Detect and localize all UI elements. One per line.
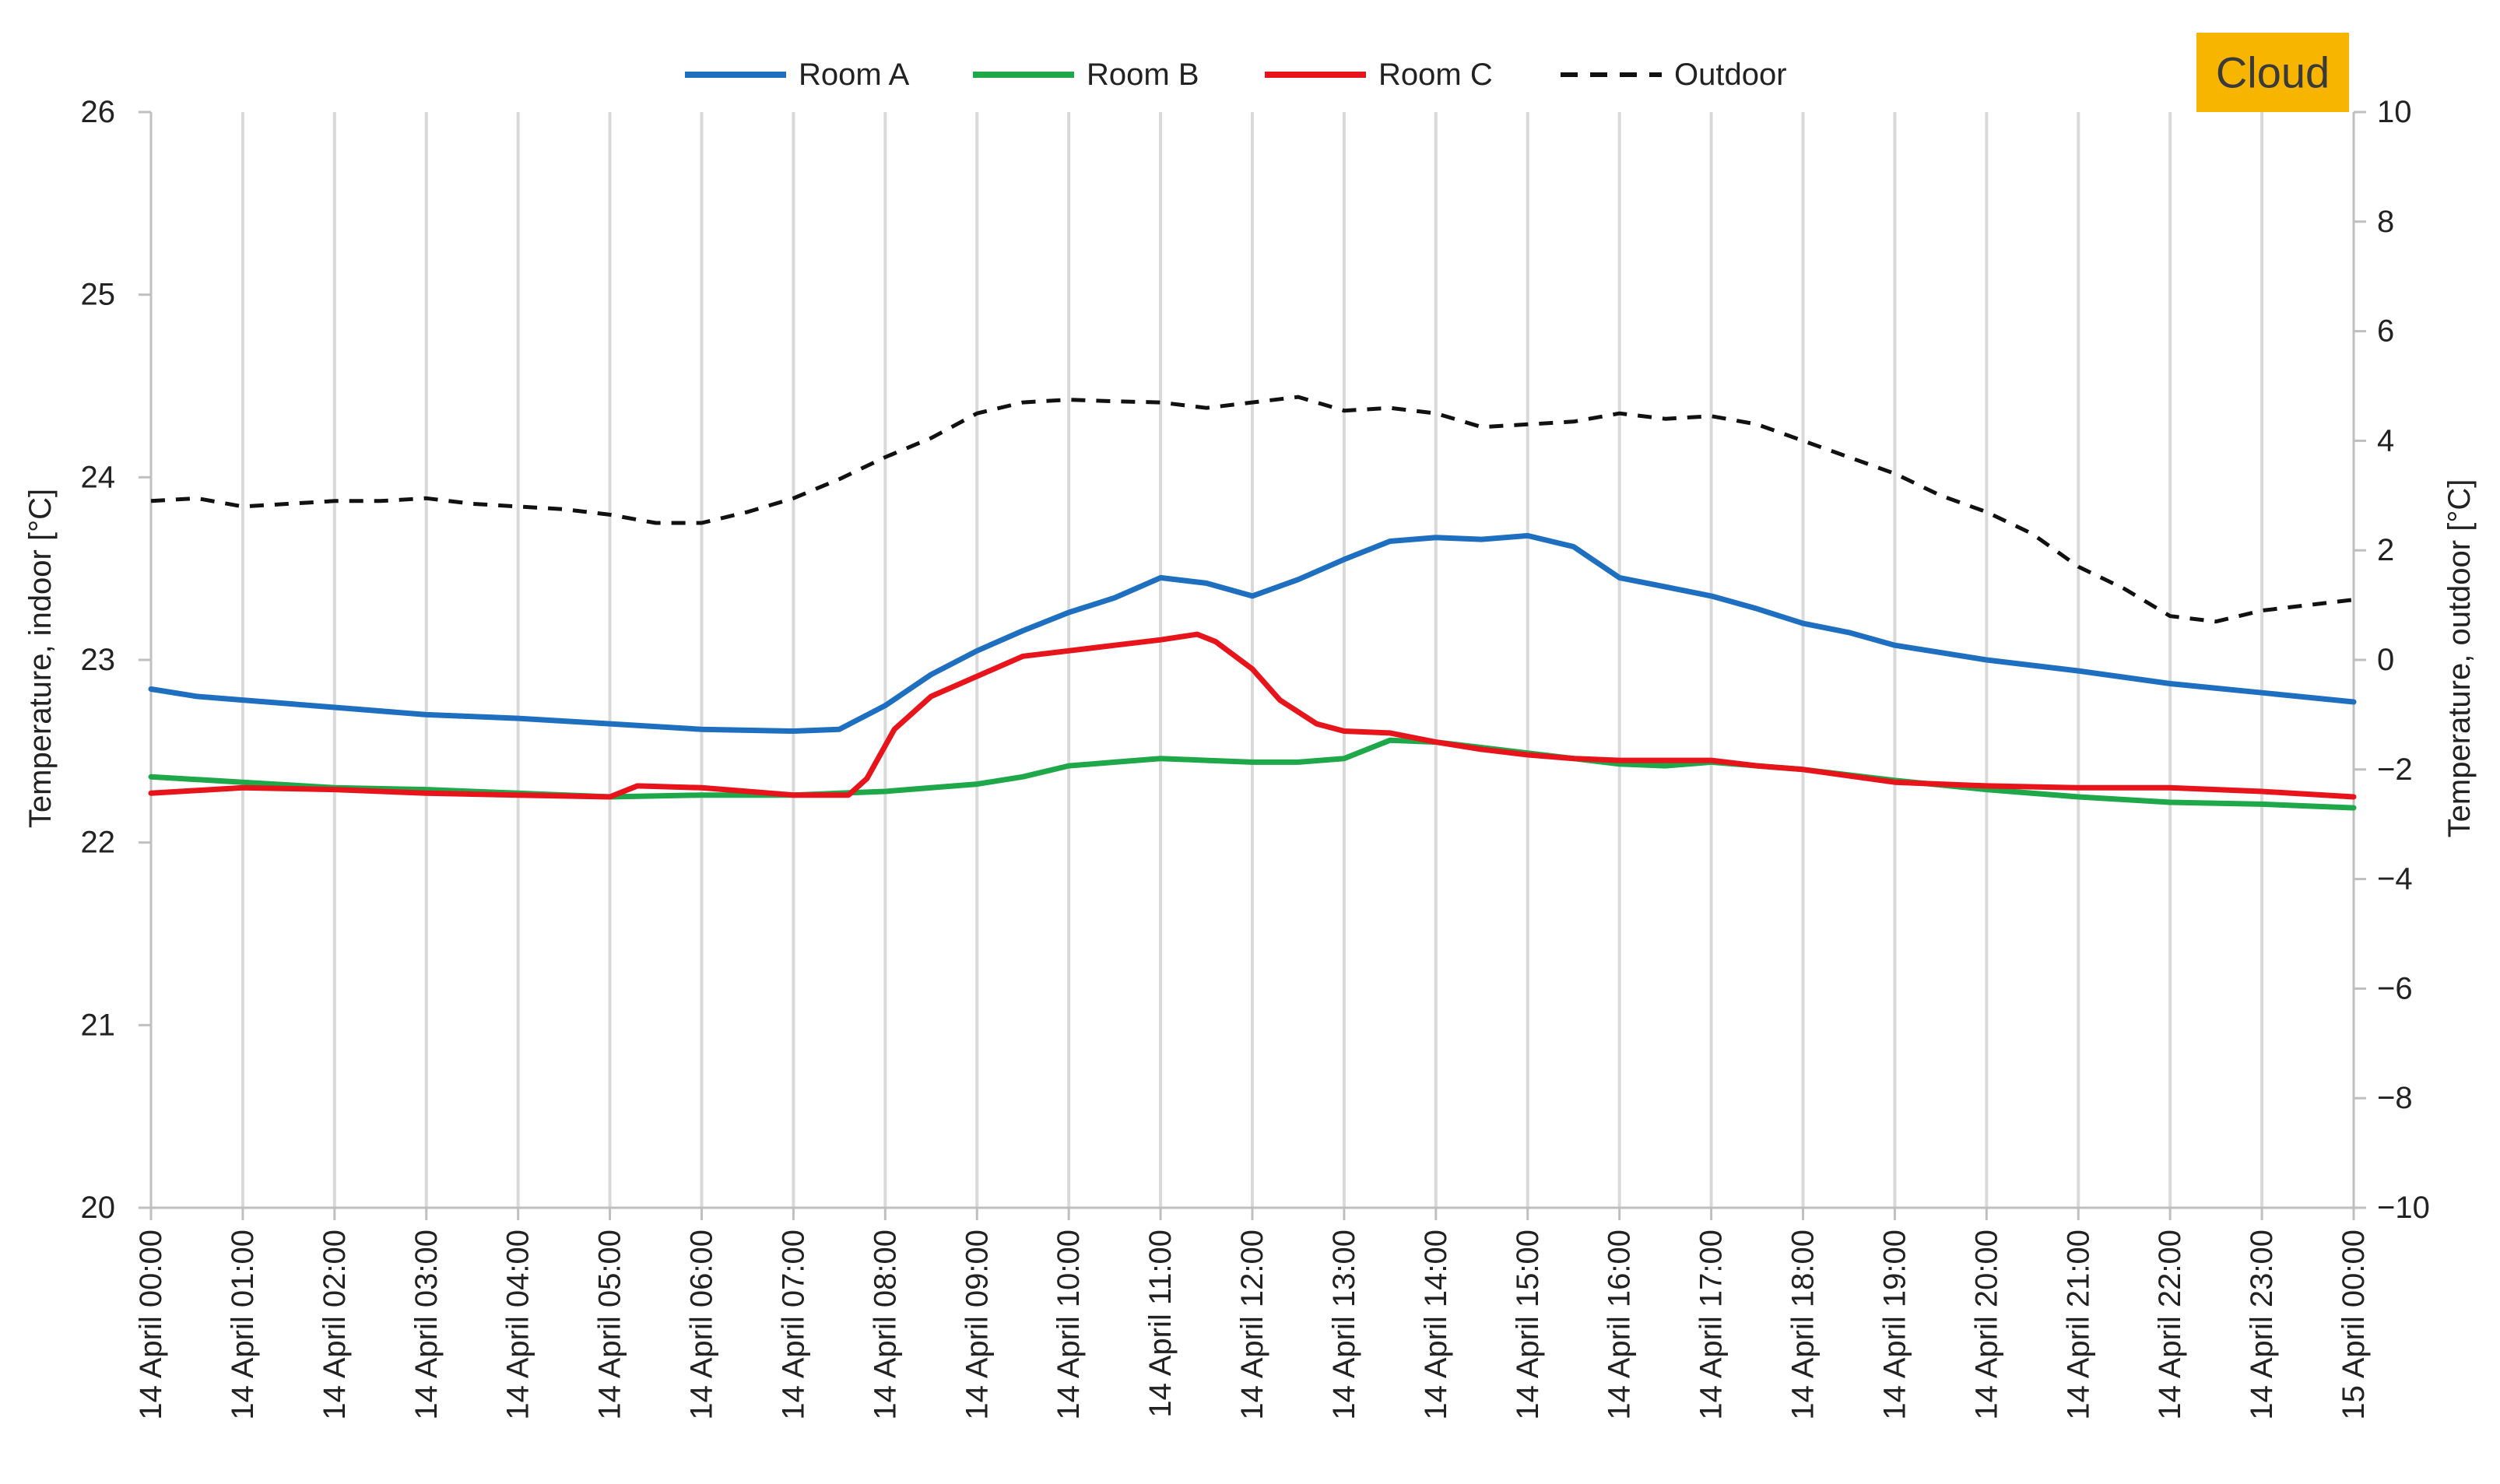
y-left-tick-label: 21 xyxy=(81,1008,116,1042)
x-tick-label: 14 April 12:00 xyxy=(1235,1230,1269,1420)
badge-label: Cloud xyxy=(2216,48,2330,97)
legend-label-room-b: Room B xyxy=(1087,58,1199,92)
x-tick-label: 14 April 01:00 xyxy=(226,1230,260,1420)
x-tick-label: 14 April 10:00 xyxy=(1052,1230,1086,1420)
series-line-room-c xyxy=(148,631,2357,800)
y-left-tick-label: 20 xyxy=(81,1191,116,1225)
x-tick-label: 14 April 23:00 xyxy=(2245,1230,2279,1420)
x-tick-label: 14 April 05:00 xyxy=(593,1230,627,1420)
badge-background xyxy=(2196,33,2349,112)
y-right-tick-label: 2 xyxy=(2377,533,2394,567)
x-tick-label: 14 April 21:00 xyxy=(2061,1230,2095,1420)
y-left-tick-label: 26 xyxy=(81,95,116,129)
x-tick-label: 14 April 16:00 xyxy=(1603,1230,1637,1420)
y-right-tick-label: 0 xyxy=(2377,643,2394,677)
x-tick-label: 14 April 13:00 xyxy=(1327,1230,1361,1420)
x-tick-label: 14 April 04:00 xyxy=(501,1230,535,1420)
y-left-tick-label: 24 xyxy=(81,460,116,494)
x-tick-label: 14 April 03:00 xyxy=(409,1230,444,1420)
legend-label-room-c: Room C xyxy=(1378,58,1493,92)
x-tick-label: 14 April 17:00 xyxy=(1694,1230,1729,1420)
series-line-outdoor xyxy=(150,395,2354,624)
series-line-room-a xyxy=(148,532,2357,734)
x-tick-label: 14 April 20:00 xyxy=(1969,1230,2003,1420)
gridlines xyxy=(241,112,2264,1208)
series-lines xyxy=(148,395,2357,811)
y-axis-left-title: Temperature, indoor [°C] xyxy=(23,489,58,828)
x-tick-label: 14 April 08:00 xyxy=(868,1230,902,1420)
x-tick-label: 14 April 22:00 xyxy=(2153,1230,2187,1420)
x-tick-label: 14 April 06:00 xyxy=(685,1230,719,1420)
y-right-tick-label: −2 xyxy=(2377,753,2413,787)
y-right-tick-label: 4 xyxy=(2377,423,2394,458)
legend-label-room-a: Room A xyxy=(799,58,910,92)
y-right-tick-label: −4 xyxy=(2377,862,2413,896)
legend: Room A Room B Room C Outdoor xyxy=(685,58,1787,92)
y-left-tick-label: 25 xyxy=(81,278,116,312)
x-tick-label: 14 April 00:00 xyxy=(134,1230,168,1420)
y-left-tick-label: 22 xyxy=(81,826,116,860)
y-right-tick-label: −8 xyxy=(2377,1081,2413,1115)
x-tick-label: 14 April 09:00 xyxy=(960,1230,994,1420)
x-tick-label: 14 April 02:00 xyxy=(318,1230,352,1420)
y-right-tick-label: 10 xyxy=(2377,95,2412,129)
y-axis-right-title: Temperature, outdoor [°C] xyxy=(2442,479,2477,838)
cloud-badge: Cloud xyxy=(2196,33,2349,112)
x-tick-label: 14 April 19:00 xyxy=(1877,1230,1912,1420)
x-tick-label: 15 April 00:00 xyxy=(2337,1230,2371,1420)
x-tick-label: 14 April 11:00 xyxy=(1143,1230,1178,1418)
x-tick-label: 14 April 18:00 xyxy=(1786,1230,1821,1420)
y-right-tick-label: −6 xyxy=(2377,971,2413,1005)
x-tick-label: 14 April 07:00 xyxy=(776,1230,810,1420)
legend-label-outdoor: Outdoor xyxy=(1674,58,1787,92)
x-tick-label: 14 April 15:00 xyxy=(1511,1230,1545,1420)
y-right-tick-label: 6 xyxy=(2377,314,2394,349)
y-right-tick-label: 8 xyxy=(2377,205,2394,239)
y-left-tick-label: 23 xyxy=(81,643,116,677)
x-tick-label: 14 April 14:00 xyxy=(1419,1230,1453,1420)
y-right-tick-label: −10 xyxy=(2377,1191,2430,1225)
